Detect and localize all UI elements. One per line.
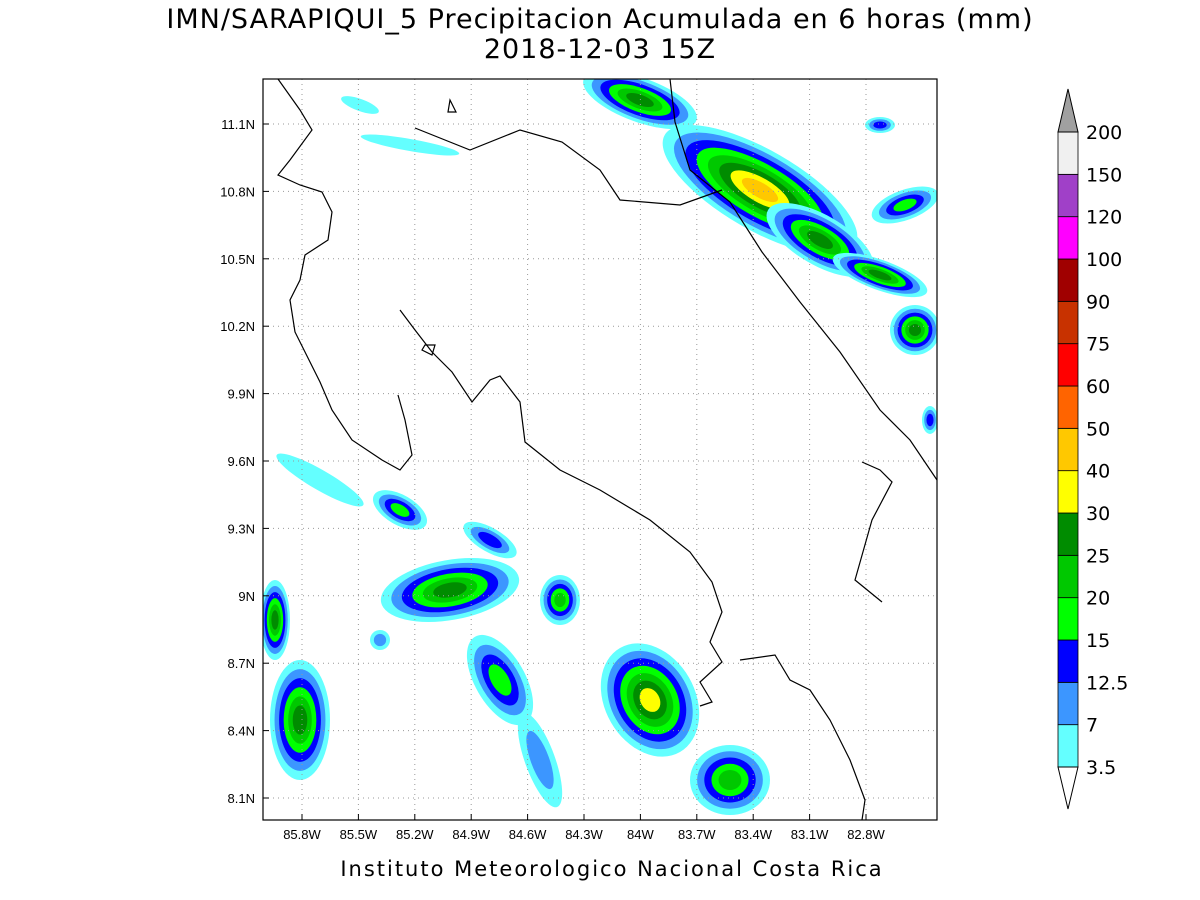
colorbar-label: 75 [1086, 334, 1110, 356]
rain-contour [893, 198, 917, 212]
lat-label: 9.3N [228, 521, 255, 536]
colorbar-swatch [1057, 343, 1079, 387]
colorbar-label: 120 [1086, 207, 1122, 229]
colorbar-swatch [1057, 512, 1079, 556]
map-frame [262, 78, 938, 821]
lat-label: 8.1N [228, 791, 255, 806]
lon-label: 84.3W [565, 827, 603, 842]
rain-contour [639, 688, 661, 712]
title: IMN/SARAPIQUI_5 Precipitacion Acumulada … [166, 4, 1033, 35]
lon-label: 85.5W [340, 827, 378, 842]
precipitation-field [263, 79, 937, 815]
colorbar-label: 7 [1086, 715, 1098, 737]
colorbar-swatch [1057, 639, 1079, 683]
colorbar-swatch [1057, 470, 1079, 514]
rain-contour [390, 503, 410, 517]
colorbar: 3.5 7 12.5 15 20 25 30 40 50 60 75 90 100 120 150 200 [1057, 88, 1128, 810]
colorbar-swatch [1057, 216, 1079, 260]
lon-label: 85.2W [396, 827, 434, 842]
rain-contour [908, 323, 922, 337]
colorbar-swatch [1057, 427, 1079, 472]
rain-contour [478, 531, 502, 549]
lon-label: 84.9W [452, 827, 490, 842]
colorbar-label: 150 [1086, 164, 1122, 186]
colorbar-swatch [1057, 681, 1079, 726]
lat-label: 9.6N [228, 454, 255, 469]
colorbar-over [1057, 88, 1079, 133]
lon-label: 83.4W [734, 827, 772, 842]
colorbar-label: 20 [1086, 588, 1110, 610]
rain-contour [373, 633, 387, 647]
colorbar-swatch [1057, 258, 1079, 302]
colorbar-under [1057, 766, 1079, 810]
colorbar-label: 25 [1086, 545, 1110, 567]
colorbar-label: 100 [1086, 249, 1122, 271]
subtitle: 2018-12-03 15Z [484, 34, 716, 65]
colorbar-label: 40 [1086, 461, 1110, 483]
lon-label: 84W [627, 827, 654, 842]
lat-label: 9.9N [228, 387, 255, 402]
lat-label: 9N [238, 589, 255, 604]
rain-contour [926, 413, 934, 427]
rain-contour [341, 96, 379, 114]
lat-label: 10.5N [220, 252, 255, 267]
coastlines [277, 79, 937, 820]
colorbar-swatch [1057, 300, 1079, 345]
rain-contour [433, 582, 467, 598]
rain-contour [718, 770, 742, 790]
grid: 11.1N 10.8N 10.5N 10.2N 9.9N 9.6N 9.3N 9N 8.7N 8.… [220, 79, 937, 842]
lat-label: 8.4N [228, 724, 255, 739]
rain-contour [554, 592, 566, 608]
colorbar-label: 3.5 [1086, 757, 1116, 779]
colorbar-label: 90 [1086, 291, 1110, 313]
colorbar-swatch [1057, 724, 1079, 768]
lon-label: 84.6W [509, 827, 547, 842]
rain-contour [276, 453, 364, 507]
lon-label: 85.8W [283, 827, 321, 842]
colorbar-label: 50 [1086, 418, 1110, 440]
rain-contour [807, 231, 833, 249]
rain-contour [292, 705, 308, 735]
colorbar-swatch [1057, 131, 1079, 175]
lat-label: 11.1N [221, 117, 255, 132]
colorbar-label: 200 [1086, 122, 1122, 144]
rain-contour [873, 121, 887, 129]
footer: Instituto Meteorologico Nacional Costa R… [340, 857, 883, 881]
lat-label: 8.7N [228, 656, 255, 671]
colorbar-label: 15 [1086, 630, 1110, 652]
rain-contour [271, 610, 279, 630]
colorbar-swatch [1057, 554, 1079, 599]
rain-contour [360, 134, 460, 156]
rain-contour [526, 730, 554, 790]
colorbar-label: 60 [1086, 376, 1110, 398]
rain-contour [868, 269, 892, 281]
rain-contour [488, 664, 512, 696]
lon-label: 82.8W [847, 827, 885, 842]
lat-label: 10.8N [220, 184, 255, 199]
lon-label: 83.7W [678, 827, 716, 842]
colorbar-swatch [1057, 597, 1079, 641]
lat-label: 10.2N [220, 319, 255, 334]
colorbar-swatch [1057, 385, 1079, 429]
colorbar-swatch [1057, 173, 1079, 218]
colorbar-label: 30 [1086, 503, 1110, 525]
lon-label: 83.1W [791, 827, 829, 842]
rain-contour [741, 177, 779, 203]
colorbar-label: 12.5 [1086, 672, 1128, 694]
